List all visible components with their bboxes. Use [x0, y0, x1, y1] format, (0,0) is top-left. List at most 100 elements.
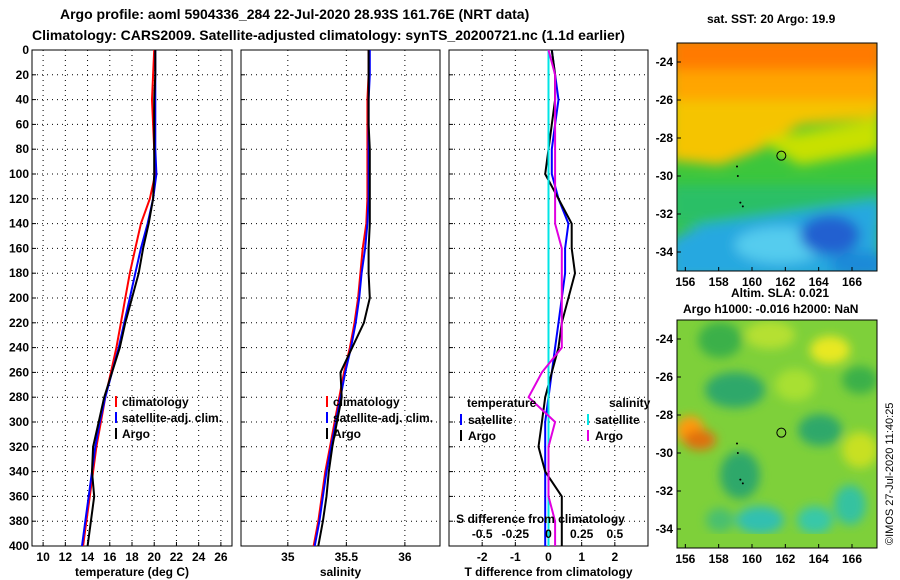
sst-profile-marker: [776, 150, 787, 161]
y-tick-label: 140: [9, 217, 29, 231]
sla-profile-marker: [776, 427, 787, 438]
legend-label: satellite-adj. clim.: [333, 411, 433, 425]
y-tick-label: 60: [16, 117, 30, 131]
y-tick-label: 0: [22, 43, 29, 57]
island-dot: [736, 165, 738, 168]
island-dot: [736, 175, 739, 177]
profile-panel-2: 35 35.5 36 salinity climatology satellite-adj…: [240, 49, 441, 579]
series-line-s-argo: [527, 50, 563, 546]
x-tick-label: 26: [214, 550, 228, 564]
map-y-tick-label: -28: [656, 131, 674, 145]
island-dot: [736, 442, 738, 445]
map-x-tick-label: 166: [842, 275, 862, 289]
profile-panel-3: -2 -1 0 1 2T difference from climatology temp…: [448, 49, 651, 579]
y-tick-label: 40: [16, 93, 30, 107]
map-x-tick-label: 164: [809, 552, 829, 566]
sla-map: 156 158 160 162 164 166 -24 -26 -28 -30 -32 -34: [656, 319, 878, 566]
y-tick-label: 240: [9, 341, 29, 355]
x-tick-label: 20: [148, 550, 162, 564]
y-tick-label: 260: [9, 365, 29, 379]
legend-label: climatology: [122, 395, 189, 409]
map-y-tick-label: -28: [656, 408, 674, 422]
footer-timestamp: ©IMOS 27-Jul-2020 11:40:25: [884, 402, 896, 545]
legend-label: climatology: [333, 395, 400, 409]
x-tick-label: 10: [36, 550, 50, 564]
x-tick-label: 18: [125, 550, 139, 564]
s-tick-label: -0.25: [502, 527, 530, 541]
x-tick-label: -1: [510, 550, 521, 564]
x-axis-label: salinity: [320, 565, 362, 579]
s-tick-label: 0: [545, 527, 552, 541]
legend-title-salinity: salinity: [609, 396, 651, 410]
map-x-tick-label: 156: [675, 552, 695, 566]
series-line-climatology: [312, 50, 370, 546]
x-tick-label: 24: [192, 550, 206, 564]
s-tick-label: -0.5: [472, 527, 493, 541]
series-line-argo: [86, 50, 157, 546]
legend-label: Argo: [333, 427, 361, 441]
x-tick-label: 36: [398, 550, 412, 564]
y-tick-label: 160: [9, 241, 29, 255]
y-tick-label: 300: [9, 415, 29, 429]
map-x-tick-label: 164: [809, 275, 829, 289]
s-tick-label: 0.5: [606, 527, 623, 541]
x-tick-label: 22: [170, 550, 184, 564]
sst-map: 156 158 160 162 164 166 -24 -26 -28 -30 -32 -34: [656, 42, 878, 289]
map-y-tick-label: -24: [656, 332, 674, 346]
y-tick-label: 100: [9, 167, 29, 181]
title-line-1: Argo profile: aoml 5904336_284 22-Jul-20…: [60, 6, 530, 22]
map-x-tick-label: 160: [742, 552, 762, 566]
x-tick-label: 2: [611, 550, 618, 564]
y-tick-label: 120: [9, 192, 29, 206]
y-tick-label: 220: [9, 316, 29, 330]
x-axis-label-salinity: S difference from climatology: [456, 512, 625, 526]
series-line-argo: [317, 50, 371, 546]
y-tick-label: 320: [9, 440, 29, 454]
title-line-2: Climatology: CARS2009. Satellite-adjuste…: [32, 27, 625, 43]
y-tick-label: 200: [9, 291, 29, 305]
map-y-tick-label: -24: [656, 55, 674, 69]
map-x-tick-label: 162: [775, 275, 795, 289]
series-line-t-argo: [537, 50, 577, 546]
map-x-tick-label: 156: [675, 275, 695, 289]
island-dot: [741, 482, 744, 485]
map-y-tick-label: -30: [656, 446, 674, 460]
y-tick-label: 20: [16, 68, 30, 82]
legend-label: satellite-adj. clim.: [122, 411, 222, 425]
y-tick-label: 340: [9, 465, 29, 479]
x-axis-label: temperature (deg C): [75, 565, 189, 579]
x-tick-label: -2: [477, 550, 488, 564]
map-x-tick-label: 158: [709, 275, 729, 289]
map-x-tick-label: 158: [709, 552, 729, 566]
x-tick-label: 35.5: [335, 550, 359, 564]
map-y-tick-label: -32: [656, 207, 674, 221]
map-y-tick-label: -26: [656, 370, 674, 384]
x-tick-label: 1: [578, 550, 585, 564]
legend-label: satellite: [468, 413, 513, 427]
map-y-tick-label: -32: [656, 484, 674, 498]
x-tick-label: 14: [81, 550, 95, 564]
panel-frame: [240, 49, 441, 547]
s-tick-label: 0.25: [570, 527, 594, 541]
map-x-tick-label: 162: [775, 552, 795, 566]
y-tick-label: 180: [9, 266, 29, 280]
x-tick-label: 16: [103, 550, 117, 564]
map-x-tick-label: 166: [842, 552, 862, 566]
y-tick-label: 400: [9, 539, 29, 553]
map-y-tick-label: -34: [656, 245, 674, 259]
legend-title-temperature: temperature: [467, 396, 537, 410]
y-tick-label: 280: [9, 390, 29, 404]
island-dot: [739, 201, 742, 204]
x-axis-label: T difference from climatology: [464, 565, 632, 579]
map-y-tick-label: -26: [656, 93, 674, 107]
map-y-tick-label: -34: [656, 522, 674, 536]
island-dot: [736, 452, 739, 454]
map-x-tick-label: 160: [742, 275, 762, 289]
island-dot: [739, 478, 742, 481]
x-tick-label: 0: [545, 550, 552, 564]
sla-map-subtitle: Argo h1000: -0.016 h2000: NaN: [683, 302, 859, 316]
legend-label: Argo: [468, 429, 496, 443]
legend-label: satellite: [595, 413, 640, 427]
x-tick-label: 12: [59, 550, 73, 564]
